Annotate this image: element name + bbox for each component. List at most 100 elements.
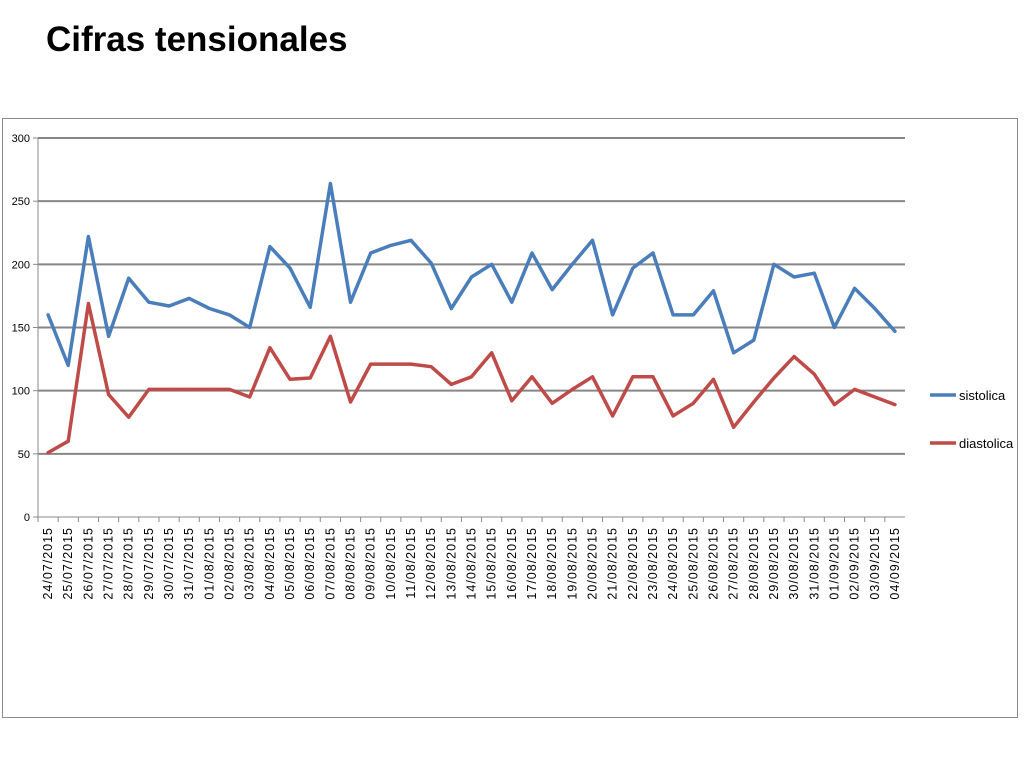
x-tick-label: 15/08/2015: [485, 527, 499, 600]
data-point-sistolica: [369, 251, 373, 255]
x-tick-label: 13/08/2015: [444, 527, 458, 600]
data-point-sistolica: [187, 296, 191, 300]
data-point-diastolica: [490, 351, 494, 355]
data-point-diastolica: [86, 301, 90, 305]
data-point-sistolica: [651, 251, 655, 255]
chart-frame: [2, 118, 1018, 718]
data-point-sistolica: [631, 266, 635, 270]
y-tick-label: 50: [18, 449, 30, 461]
data-point-sistolica: [228, 313, 232, 317]
x-tick-label: 04/08/2015: [263, 527, 277, 600]
data-point-sistolica: [86, 235, 90, 239]
series-lines: [46, 181, 897, 455]
x-tick-label: 23/08/2015: [646, 527, 660, 600]
data-point-sistolica: [732, 351, 736, 355]
data-point-sistolica: [671, 313, 675, 317]
data-point-sistolica: [389, 243, 393, 247]
y-tick-label: 200: [12, 259, 30, 271]
x-tick-label: 01/09/2015: [827, 527, 841, 600]
data-point-sistolica: [127, 276, 131, 280]
data-point-diastolica: [873, 395, 877, 399]
data-point-diastolica: [409, 362, 413, 366]
data-point-sistolica: [691, 313, 695, 317]
x-tick-label: 11/08/2015: [404, 527, 418, 599]
x-tick-label: 14/08/2015: [465, 527, 479, 600]
x-tick-label: 02/08/2015: [223, 527, 237, 600]
data-point-sistolica: [66, 363, 70, 367]
legend-label: diastolica: [959, 436, 1014, 451]
x-tick-label: 22/08/2015: [626, 527, 640, 600]
x-tick-label: 25/07/2015: [61, 527, 75, 600]
data-point-sistolica: [167, 304, 171, 308]
data-point-sistolica: [530, 251, 534, 255]
data-point-sistolica: [752, 338, 756, 342]
y-tick-label: 150: [12, 323, 30, 335]
data-point-sistolica: [429, 261, 433, 265]
data-point-diastolica: [530, 375, 534, 379]
data-point-sistolica: [308, 305, 312, 309]
data-point-sistolica: [470, 275, 473, 279]
data-point-diastolica: [550, 401, 554, 405]
x-tick-label: 05/08/2015: [283, 527, 297, 600]
data-point-sistolica: [570, 262, 574, 266]
data-point-diastolica: [832, 403, 836, 407]
x-tick-label: 20/08/2015: [585, 527, 599, 600]
y-axis-ticks: 0 50 100 150 200 250 300: [12, 133, 30, 524]
x-tick-label: 07/08/2015: [323, 527, 337, 600]
data-point-sistolica: [268, 245, 272, 249]
x-tick-label: 30/08/2015: [787, 527, 801, 600]
x-tick-label: 21/08/2015: [606, 527, 620, 600]
x-tick-label: 08/08/2015: [344, 527, 358, 600]
data-point-diastolica: [46, 451, 50, 455]
data-point-diastolica: [429, 365, 433, 369]
data-point-diastolica: [893, 403, 897, 407]
data-point-sistolica: [248, 326, 252, 329]
x-tick-label: 29/07/2015: [142, 527, 156, 600]
data-point-sistolica: [510, 300, 514, 304]
data-point-diastolica: [772, 376, 776, 380]
x-axis-ticks: 24/07/2015 25/07/2015 26/07/2015 27/07/2015…: [41, 527, 902, 600]
legend: sistolica diastolica: [930, 388, 1014, 451]
y-tick-label: 250: [12, 196, 30, 208]
data-point-diastolica: [792, 355, 796, 359]
legend-label: sistolica: [959, 388, 1006, 403]
x-tick-label: 24/08/2015: [666, 527, 680, 600]
x-tick-label: 30/07/2015: [162, 527, 176, 600]
x-tick-label: 12/08/2015: [424, 527, 438, 600]
data-point-sistolica: [46, 313, 50, 317]
data-point-diastolica: [711, 377, 715, 381]
data-point-sistolica: [590, 238, 594, 242]
series-line-sistolica: [46, 181, 897, 368]
data-point-diastolica: [570, 387, 574, 391]
x-tick-label: 09/08/2015: [364, 527, 378, 600]
x-tick-label: 19/08/2015: [565, 527, 579, 600]
data-point-diastolica: [127, 415, 131, 419]
data-point-diastolica: [328, 334, 332, 338]
data-point-sistolica: [288, 266, 292, 270]
data-point-sistolica: [490, 262, 494, 266]
x-tick-label: 31/07/2015: [182, 527, 196, 600]
x-tick-label: 02/09/2015: [848, 527, 862, 600]
data-point-sistolica: [409, 238, 413, 242]
data-point-diastolica: [187, 387, 191, 391]
data-point-diastolica: [288, 377, 292, 381]
data-point-diastolica: [651, 375, 655, 379]
data-point-sistolica: [611, 313, 615, 317]
x-tick-label: 26/07/2015: [81, 527, 95, 600]
data-point-sistolica: [711, 289, 715, 293]
data-point-sistolica: [328, 181, 332, 185]
data-point-diastolica: [691, 401, 695, 405]
data-point-diastolica: [228, 387, 232, 391]
y-tick-label: 0: [24, 512, 30, 524]
x-tick-label: 28/07/2015: [122, 527, 136, 600]
data-point-diastolica: [853, 387, 857, 391]
data-point-diastolica: [812, 372, 816, 376]
data-point-sistolica: [349, 300, 353, 304]
x-tick-label: 04/09/2015: [888, 527, 902, 600]
y-tick-label: 100: [12, 386, 30, 398]
data-point-diastolica: [510, 399, 514, 403]
x-tick-label: 03/09/2015: [868, 527, 882, 600]
data-point-diastolica: [268, 346, 272, 350]
x-tick-label: 25/08/2015: [686, 527, 700, 600]
data-point-diastolica: [107, 392, 111, 396]
